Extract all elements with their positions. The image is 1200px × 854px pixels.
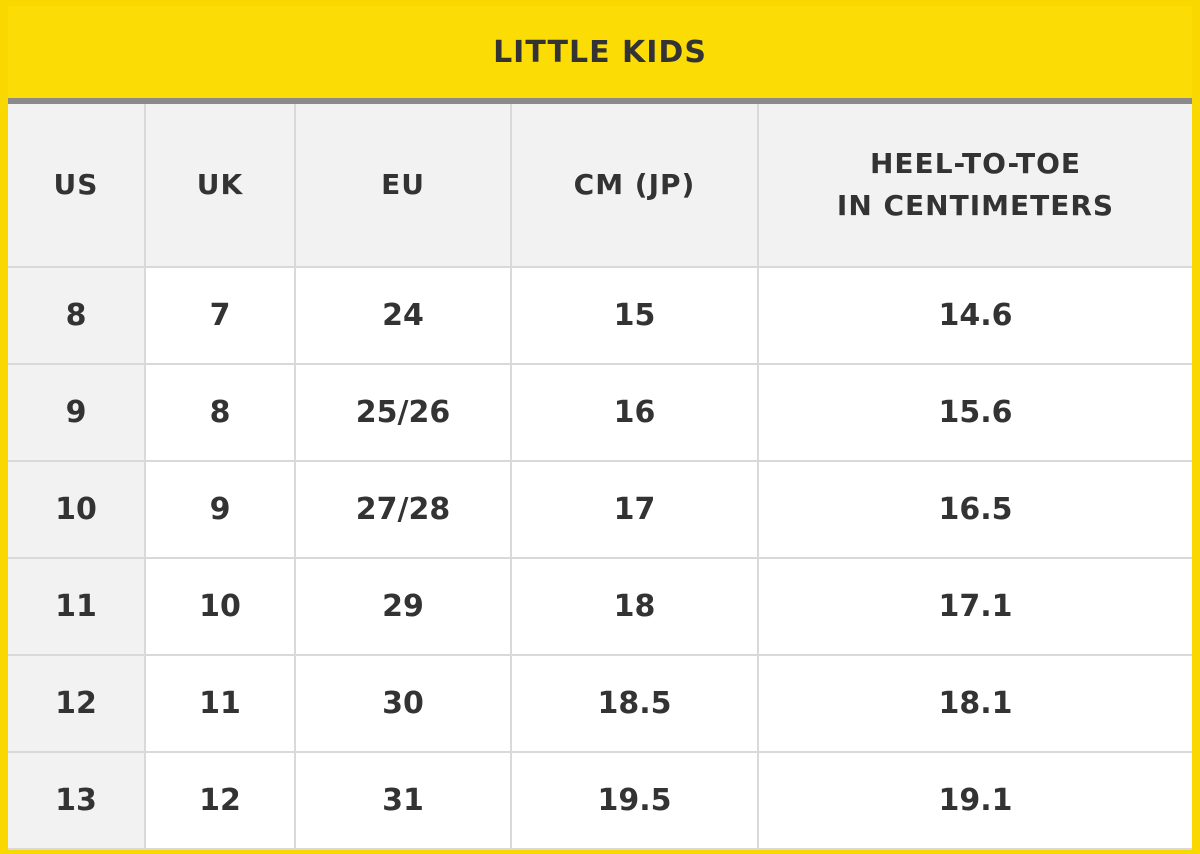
cell-uk: 11 bbox=[144, 654, 296, 753]
size-table: US UK EU CM (JP) HEEL-TO-TOE IN CENTIMET… bbox=[8, 104, 1192, 850]
table-row: 9 8 25/26 16 15.6 bbox=[8, 363, 1192, 462]
title-bar: LITTLE KIDS bbox=[8, 6, 1192, 98]
cell-cm: 19.5 bbox=[510, 751, 759, 850]
cell-cm: 16 bbox=[510, 363, 759, 462]
cell-us: 10 bbox=[8, 460, 146, 559]
cell-cm: 15 bbox=[510, 266, 759, 365]
column-header-eu: EU bbox=[294, 104, 512, 268]
cell-heel-to-toe: 19.1 bbox=[757, 751, 1192, 850]
column-header-heel-to-toe: HEEL-TO-TOE IN CENTIMETERS bbox=[757, 104, 1192, 268]
column-header-uk: UK bbox=[144, 104, 296, 268]
table-row: 11 10 29 18 17.1 bbox=[8, 557, 1192, 656]
cell-eu: 30 bbox=[294, 654, 512, 753]
cell-heel-to-toe: 17.1 bbox=[757, 557, 1192, 656]
cell-heel-to-toe: 15.6 bbox=[757, 363, 1192, 462]
cell-us: 8 bbox=[8, 266, 146, 365]
cell-us: 9 bbox=[8, 363, 146, 462]
cell-heel-to-toe: 14.6 bbox=[757, 266, 1192, 365]
column-header-us: US bbox=[8, 104, 146, 268]
cell-uk: 9 bbox=[144, 460, 296, 559]
table-row: 12 11 30 18.5 18.1 bbox=[8, 654, 1192, 753]
cell-uk: 10 bbox=[144, 557, 296, 656]
cell-uk: 12 bbox=[144, 751, 296, 850]
cell-us: 13 bbox=[8, 751, 146, 850]
cell-cm: 17 bbox=[510, 460, 759, 559]
cell-eu: 27/28 bbox=[294, 460, 512, 559]
cell-eu: 25/26 bbox=[294, 363, 512, 462]
title-divider bbox=[8, 98, 1192, 104]
table-row: 8 7 24 15 14.6 bbox=[8, 266, 1192, 365]
cell-us: 11 bbox=[8, 557, 146, 656]
cell-us: 12 bbox=[8, 654, 146, 753]
cell-eu: 31 bbox=[294, 751, 512, 850]
cell-cm: 18 bbox=[510, 557, 759, 656]
cell-eu: 29 bbox=[294, 557, 512, 656]
cell-uk: 7 bbox=[144, 266, 296, 365]
header-row: US UK EU CM (JP) HEEL-TO-TOE IN CENTIMET… bbox=[8, 104, 1192, 268]
cell-uk: 8 bbox=[144, 363, 296, 462]
cell-heel-to-toe: 16.5 bbox=[757, 460, 1192, 559]
cell-eu: 24 bbox=[294, 266, 512, 365]
cell-heel-to-toe: 18.1 bbox=[757, 654, 1192, 753]
table-row: 10 9 27/28 17 16.5 bbox=[8, 460, 1192, 559]
heel-header-line1: HEEL-TO-TOE bbox=[870, 147, 1081, 180]
chart-title: LITTLE KIDS bbox=[493, 34, 707, 70]
cell-cm: 18.5 bbox=[510, 654, 759, 753]
table-row: 13 12 31 19.5 19.1 bbox=[8, 751, 1192, 850]
column-header-cm: CM (JP) bbox=[510, 104, 759, 268]
heel-header-line2: IN CENTIMETERS bbox=[836, 189, 1115, 222]
